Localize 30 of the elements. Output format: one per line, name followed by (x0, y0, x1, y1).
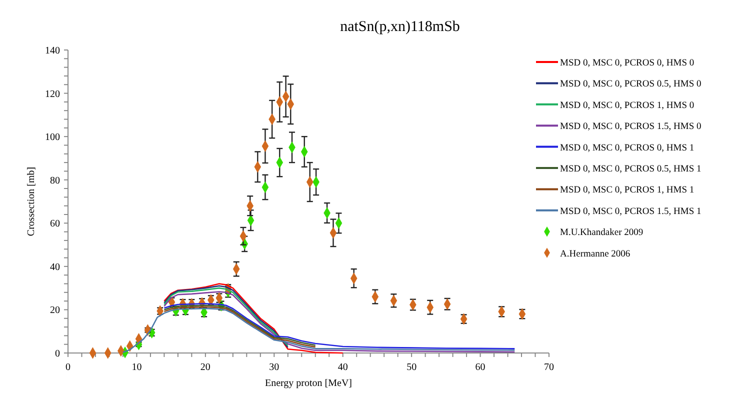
x-axis-title: Energy proton [MeV] (264, 378, 352, 389)
x-tick-label: 20 (200, 362, 210, 373)
legend-label: M.U.Khandaker 2009 (560, 228, 644, 238)
y-tick-label: 80 (50, 175, 60, 186)
y-tick-label: 40 (50, 262, 60, 273)
y-tick-label: 60 (50, 218, 60, 230)
legend-label: A.Hermanne 2006 (560, 249, 630, 260)
line-series (164, 283, 344, 354)
x-tick-label: 30 (269, 362, 280, 373)
y-tick-label: 20 (50, 305, 60, 316)
legend-label: MSD 0, MSC 0, PCROS 1.5, HMS 1 (560, 206, 702, 217)
x-tick-label: 0 (66, 362, 70, 373)
legend-label: MSD 0, MSC 0, PCROS 0.5, HMS 0 (560, 80, 702, 90)
legend-label: MSD 0, MSC 0, PCROS 1, HMS 0 (560, 100, 694, 111)
legend-label: MSD 0, MSC 0, PCROS 0.5, HMS 1 (560, 164, 702, 174)
x-tick-label: 70 (544, 362, 554, 373)
y-tick-label: 0 (55, 348, 60, 360)
x-tick-label: 60 (475, 362, 486, 373)
legend-label: MSD 0, MSC 0, PCROS 1, HMS 1 (560, 186, 694, 196)
chart-title: natSn(p,xn)118mSb (340, 19, 460, 35)
x-tick-label: 10 (132, 362, 142, 373)
legend-label: MSD 0, MSC 0, PCROS 1.5, HMS 0 (560, 122, 702, 132)
y-tick-label: 100 (45, 132, 60, 144)
x-tick-label: 40 (338, 362, 348, 373)
legend-label: MSD 0, MSC 0, PCROS 0, HMS 0 (560, 58, 694, 68)
y-axis-title: Crossection [mb] (26, 166, 37, 236)
y-tick-label: 120 (45, 88, 60, 100)
legend-label: MSD 0, MSC 0, PCROS 0, HMS 1 (560, 143, 694, 154)
x-tick-label: 50 (406, 362, 417, 373)
y-tick-label: 140 (45, 46, 60, 56)
